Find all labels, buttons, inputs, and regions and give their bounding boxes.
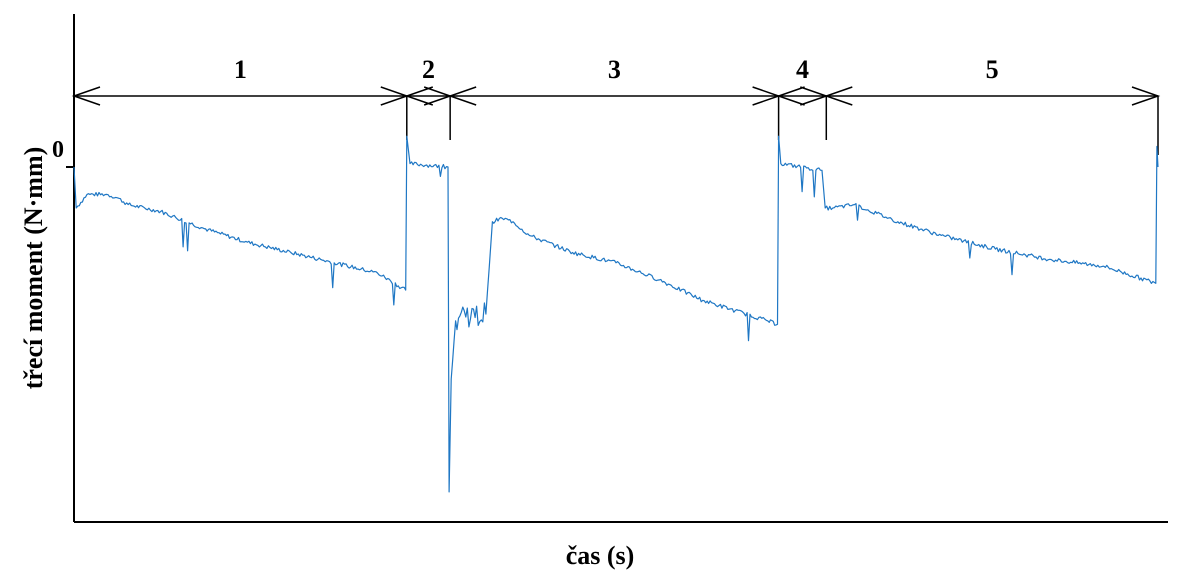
series-group xyxy=(73,135,1159,493)
phase-3-label: 3 xyxy=(608,55,621,84)
y-axis-label: třecí moment (N·mm) xyxy=(19,147,48,390)
phase-1-label: 1 xyxy=(234,55,247,84)
series-0-line xyxy=(73,135,1159,493)
y-zero-tick-label: 0 xyxy=(52,137,64,163)
phase-2-arrow xyxy=(404,86,453,106)
phase-5-label: 5 xyxy=(986,55,999,84)
phase-2-label: 2 xyxy=(422,55,435,84)
x-axis-label: čas (s) xyxy=(566,541,635,570)
phase-annotations: 1 2 3 4 5 xyxy=(71,55,1161,155)
phase-5-arrow xyxy=(824,86,1161,106)
phase-4-arrow xyxy=(776,86,829,106)
phase-3-arrow xyxy=(447,86,781,106)
phase-1-arrow xyxy=(71,86,410,106)
phase-4-label: 4 xyxy=(796,55,809,84)
